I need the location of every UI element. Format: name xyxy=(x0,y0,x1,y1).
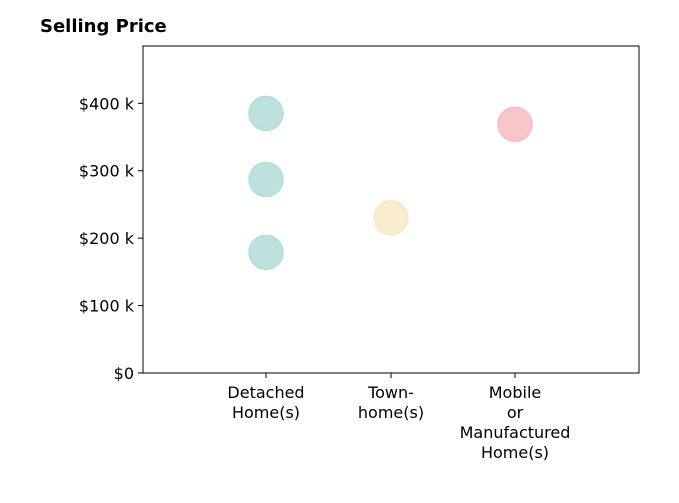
data-point xyxy=(248,95,284,132)
chart-title: Selling Price xyxy=(40,16,167,37)
x-tick-label: Detached Home(s) xyxy=(227,383,304,422)
x-tick-label: Town-home(s) xyxy=(358,383,424,422)
y-tick-label: $200 k xyxy=(79,229,135,248)
y-tick-label: $0 xyxy=(114,364,134,383)
axes-layer: $0 $100 k $200 k $300 k $400 k Detached Home(s… xyxy=(79,45,640,462)
x-tick-label: Mobile or Manufactured Home(s) xyxy=(460,383,571,462)
data-point xyxy=(497,106,533,142)
data-point xyxy=(248,161,284,198)
y-tick-label: $100 k xyxy=(79,297,135,316)
points-layer xyxy=(248,95,533,271)
y-tick-label: $300 k xyxy=(79,162,135,181)
y-tick-label: $400 k xyxy=(79,94,135,113)
data-point xyxy=(248,234,284,271)
data-point xyxy=(373,200,409,236)
